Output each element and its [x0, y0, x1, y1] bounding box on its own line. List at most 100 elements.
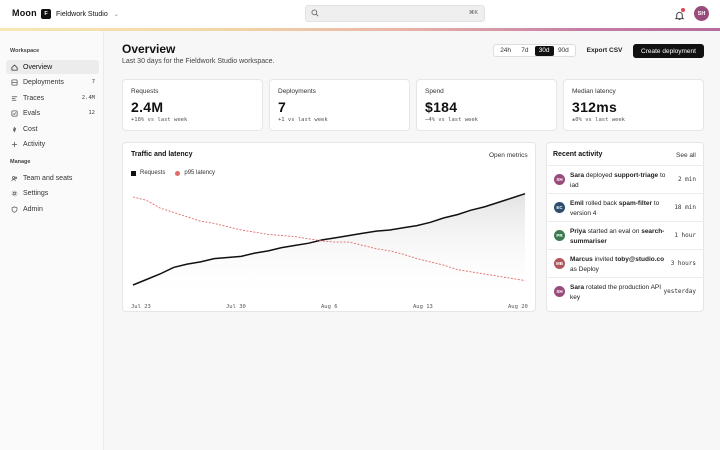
activity-actor: Sara — [570, 284, 585, 291]
top-bar: Moon F Fieldwork Studio ⌄ ⌘K SH — [0, 0, 720, 28]
activity-verb: deployed — [584, 172, 615, 179]
notifications-button[interactable] — [674, 8, 685, 21]
activity-row[interactable]: SH Sara rotated the production API key yes… — [546, 277, 704, 305]
range-selector: 24h 7d 30d 90d — [493, 44, 576, 57]
kpi-value: $184 — [425, 99, 458, 115]
activity-row[interactable]: MB Marcus invited toby@studio.co as Deplo… — [546, 249, 704, 277]
activity-text: Priya started an eval on search-summaris… — [570, 227, 670, 246]
activity-detail: as Deploy — [570, 265, 599, 273]
kpi-card-spend: Spend $184 −4% vs last week — [416, 79, 557, 131]
legend-requests: Requests — [140, 170, 166, 176]
traffic-title: Traffic and latency — [131, 151, 193, 158]
gear-icon — [11, 190, 18, 196]
export-csv-button[interactable]: Export CSV — [586, 47, 623, 54]
sidebar-item-evals[interactable]: Evals 12 — [6, 106, 99, 120]
legend-latency: p95 latency — [184, 170, 216, 176]
sidebar-item-settings[interactable]: Settings — [6, 186, 99, 200]
bell-icon — [674, 11, 685, 21]
sidebar-item-cost[interactable]: Cost — [6, 122, 99, 136]
avatar: PR — [554, 230, 565, 241]
shield-icon — [11, 206, 18, 213]
sidebar-item-traces[interactable]: Traces 2.4M — [6, 91, 99, 105]
sidebar-item-team[interactable]: Team and seats — [6, 171, 99, 185]
sidebar-item-deployments[interactable]: Deployments 7 — [6, 75, 99, 89]
legend-swatch-requests — [131, 170, 136, 176]
cost-icon — [12, 126, 17, 132]
activity-target: search-summariser — [570, 228, 665, 245]
activity-title: Recent activity — [553, 151, 603, 158]
activity-time: 2 min — [677, 176, 696, 183]
activity-target: toby@studio.co — [615, 256, 665, 263]
workspace-badge: F — [41, 9, 51, 19]
series-line-requests — [132, 192, 526, 286]
kpi-delta: +18% vs last week — [131, 117, 188, 123]
activity-row[interactable]: SH Sara deployed support-triage to iad 2 m… — [546, 165, 704, 193]
sidebar-item-label: Deployments — [23, 78, 64, 86]
activity-detail: to iad — [570, 172, 666, 189]
legend-swatch-latency — [175, 170, 181, 176]
activity-verb: rotated the production API key — [570, 284, 662, 301]
user-avatar[interactable]: SH — [694, 6, 709, 21]
x-tick-label: Jul 30 — [226, 304, 246, 310]
sidebar-item-count: 2.4M — [81, 95, 95, 101]
open-metrics-link[interactable]: Open metrics — [489, 152, 528, 159]
workspace-switcher[interactable]: F Fieldwork Studio ⌄ — [41, 9, 119, 19]
activity-target: spam-filter — [618, 200, 653, 207]
activity-time: 1 hour — [674, 232, 696, 239]
create-deployment-button[interactable]: Create deployment — [633, 44, 704, 58]
chart-legend: Requests p95 latency — [131, 170, 215, 176]
activity-text: Marcus invited toby@studio.co as Deploy — [570, 255, 670, 274]
activity-target: support-triage — [614, 172, 659, 179]
activity-actor: Sara — [570, 172, 585, 179]
kpi-delta: −4% vs last week — [425, 117, 478, 123]
activity-icon — [11, 141, 18, 147]
activity-time: yesterday — [663, 288, 696, 295]
search-icon — [311, 9, 319, 17]
range-90d[interactable]: 90d — [557, 46, 569, 54]
sidebar-item-label: Admin — [23, 205, 43, 213]
sidebar-item-label: Cost — [23, 125, 38, 133]
activity-text: Sara deployed support-triage to iad — [570, 171, 670, 190]
activity-time: 3 hours — [670, 260, 696, 267]
kpi-value: 2.4M — [131, 99, 164, 115]
kpi-label: Spend — [425, 88, 444, 95]
app-name: Moon — [12, 8, 37, 18]
range-30d[interactable]: 30d — [534, 45, 554, 56]
activity-time: 18 min — [674, 204, 696, 211]
activity-actor: Marcus — [570, 256, 593, 263]
kpi-card-latency: Median latency 312ms ±0% vs last week — [563, 79, 704, 131]
kpi-label: Median latency — [572, 88, 616, 95]
sidebar-item-label: Activity — [23, 140, 46, 148]
team-icon — [11, 175, 18, 181]
x-tick-label: Aug 13 — [413, 304, 433, 310]
kpi-card-deployments: Deployments 7 +1 vs last week — [269, 79, 410, 131]
sidebar — [0, 31, 104, 450]
range-24h[interactable]: 24h — [500, 46, 512, 54]
workspace-name: Fieldwork Studio — [56, 10, 108, 18]
kpi-value: 312ms — [572, 99, 618, 115]
avatar: EC — [554, 202, 565, 213]
sidebar-item-activity[interactable]: Activity — [6, 137, 99, 151]
range-7d[interactable]: 7d — [521, 46, 529, 54]
accent-gradient — [0, 28, 720, 31]
activity-row[interactable]: EC Emil rolled back spam-filter to versio… — [546, 193, 704, 221]
kpi-delta: ±0% vs last week — [572, 117, 625, 123]
series-area-requests — [133, 193, 525, 300]
sidebar-item-admin[interactable]: Admin — [6, 202, 99, 216]
evals-icon — [11, 109, 18, 117]
avatar: SH — [554, 174, 565, 185]
page-title: Overview — [122, 42, 176, 56]
see-all-link[interactable]: See all — [676, 152, 696, 159]
home-icon — [11, 64, 18, 71]
activity-row[interactable]: PR Priya started an eval on search-summar… — [546, 221, 704, 249]
sidebar-item-overview[interactable]: Overview — [6, 60, 99, 74]
activity-actor: Priya — [570, 228, 586, 235]
avatar: SH — [554, 286, 565, 297]
kpi-label: Deployments — [278, 88, 316, 95]
x-tick-label: Aug 20 — [508, 304, 528, 310]
deploy-icon — [11, 78, 18, 86]
activity-verb: started an eval on — [585, 228, 642, 235]
sidebar-item-label: Overview — [23, 63, 53, 71]
activity-panel — [546, 142, 704, 312]
search-input[interactable]: ⌘K — [305, 5, 485, 22]
